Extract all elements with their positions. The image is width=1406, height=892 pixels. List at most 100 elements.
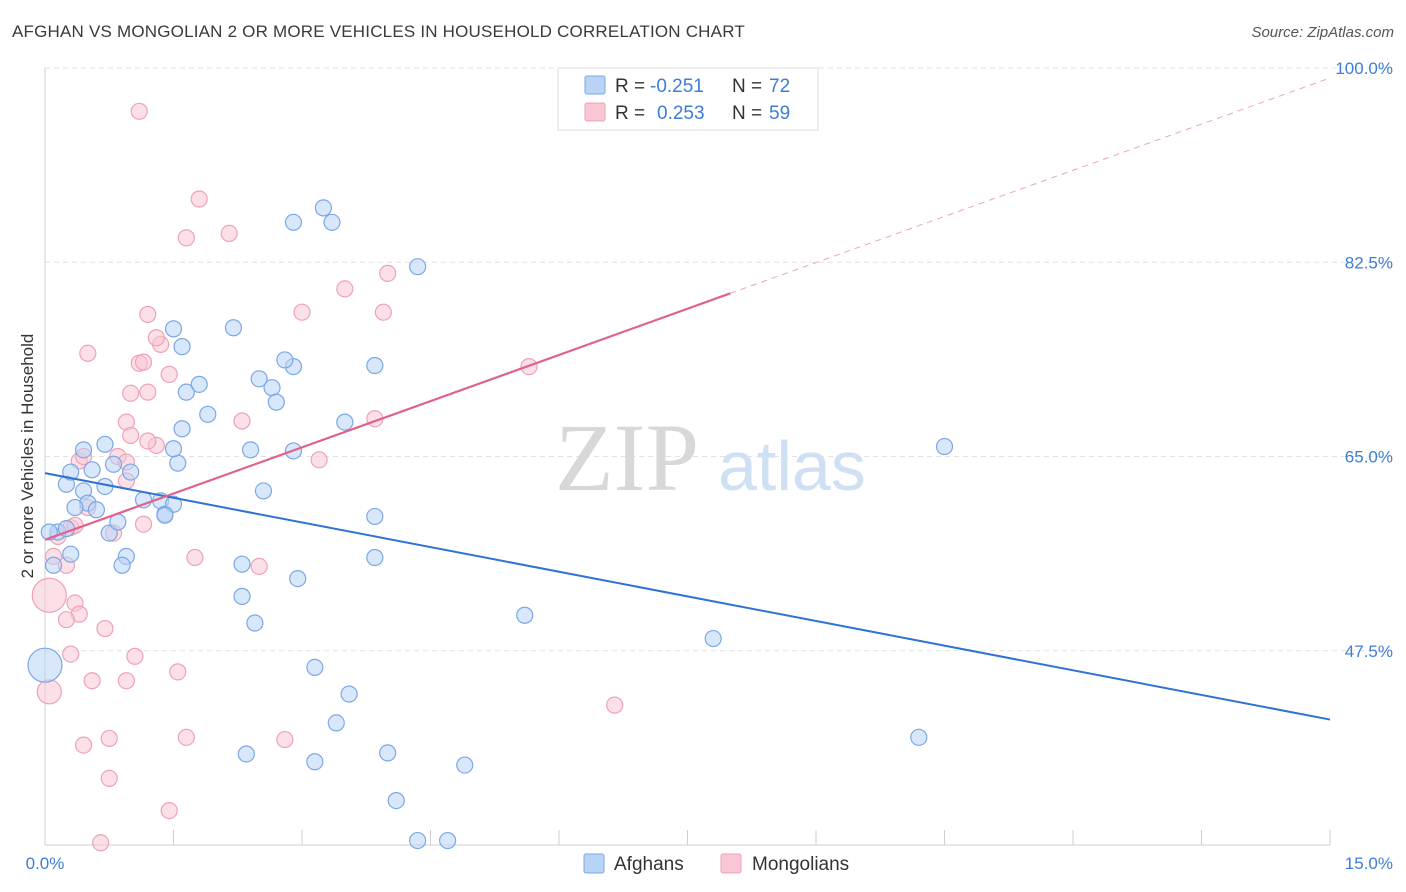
afghan-point (62, 545, 80, 563)
mongolian-point (186, 548, 204, 567)
afghan-point (62, 463, 80, 481)
afghan-point (314, 199, 333, 217)
chart-title: AFGHAN VS MONGOLIAN 2 OR MORE VEHICLES I… (12, 22, 745, 41)
x-tick-labels: 0.0% 15.0% (26, 854, 1393, 873)
afghan-point (323, 213, 341, 231)
afghan-point (366, 356, 384, 375)
afghan-point (190, 375, 208, 393)
y-tick-labels: 47.5% 65.0% 82.5% 100.0% (1335, 59, 1393, 661)
mongolian-point (134, 353, 153, 371)
afghan-point (199, 405, 217, 423)
y-tick-label: 82.5% (1345, 253, 1393, 272)
afghan-point (173, 338, 191, 356)
watermark-atlas: atlas (718, 427, 866, 505)
y-tick-label: 100.0% (1335, 59, 1393, 78)
mongolian-point (233, 412, 251, 430)
afghan-point (224, 319, 243, 337)
afghan-point (306, 658, 324, 677)
afghan-point (456, 756, 474, 774)
mongolian-point (57, 611, 76, 629)
afghan-point (910, 728, 928, 746)
mongolian-point (177, 728, 195, 746)
x-tick-label: 0.0% (26, 854, 65, 873)
afghan-point (237, 745, 255, 763)
mongolian-point (190, 190, 208, 208)
afghan-point (340, 685, 358, 703)
afghan-point (113, 556, 131, 574)
mongolian-point (147, 329, 165, 347)
mongolian-point (122, 426, 140, 445)
mongolian-point (122, 384, 140, 402)
afghan-point (169, 454, 187, 472)
afghan-point (439, 831, 457, 850)
mongolian-point (139, 383, 157, 401)
trend-lines (44, 77, 1331, 721)
afghan-point (233, 587, 251, 605)
mongolian-point (379, 264, 397, 282)
mongolian-point (220, 224, 238, 242)
watermark-zip: ZIP (555, 404, 699, 511)
legend-mongolians-swatch (720, 853, 742, 874)
mongolian-point (100, 769, 118, 788)
afghan-point (173, 420, 191, 438)
mongolian-point (83, 672, 101, 690)
mongolian-point (96, 619, 114, 638)
mongolian-point (310, 451, 328, 469)
mongolians-r-value: 0.253 (657, 103, 705, 124)
mongolian-point (160, 801, 178, 820)
mongolians-trend-line (44, 292, 731, 541)
afghan-point (409, 831, 427, 850)
afghan-point (233, 555, 251, 573)
afghan-point (276, 351, 294, 369)
stats-legend: R = -0.251 N = 72 R = 0.253 N = 59 (557, 67, 819, 131)
afghans-r-label: R = (615, 76, 645, 97)
y-tick-label: 65.0% (1345, 448, 1393, 467)
mongolian-point (276, 730, 294, 749)
mongolian-point (134, 515, 153, 533)
mongolians-r-label: R = (615, 103, 645, 124)
afghans-r-value: -0.251 (650, 76, 704, 97)
x-tick-label: 15.0% (1345, 854, 1393, 873)
source-label: Source: ZipAtlas.com (1251, 24, 1394, 41)
mongolian-point (139, 432, 157, 450)
mongolian-point (169, 663, 187, 681)
afghan-point (704, 629, 722, 648)
afghan-point (246, 614, 264, 632)
legend-afghans-swatch (583, 853, 605, 874)
afghan-point (164, 440, 183, 458)
afghan-point (96, 435, 114, 453)
afghan-point (122, 463, 140, 481)
mongolians-swatch (584, 102, 606, 122)
mongolian-point (36, 679, 62, 705)
afghan-point (935, 437, 954, 456)
afghan-point (242, 441, 260, 459)
afghan-point (66, 498, 84, 517)
mongolian-point (250, 557, 268, 575)
legend-mongolians-label: Mongolians (752, 854, 849, 875)
afghan-point (250, 370, 268, 388)
afghan-point (409, 258, 427, 276)
mongolian-point (160, 365, 178, 383)
afghan-point (27, 647, 63, 683)
afghan-point (387, 792, 405, 810)
afghan-point (336, 413, 354, 431)
mongolian-point (100, 729, 118, 748)
afghan-point (263, 379, 281, 397)
afghan-point (289, 570, 307, 588)
afghan-point (74, 441, 93, 459)
afghans-n-value: 72 (769, 76, 790, 97)
y-tick-label: 47.5% (1345, 642, 1393, 661)
mongolian-point (74, 736, 93, 754)
afghan-point (516, 606, 534, 624)
afghan-point (156, 506, 174, 524)
afghan-point (164, 320, 183, 338)
afghans-points (27, 199, 954, 850)
grid (45, 67, 1395, 652)
afghan-point (83, 461, 101, 479)
y-axis-label: 2 or more Vehicles in Household (18, 334, 37, 579)
afghans-swatch (584, 75, 606, 95)
series-legend: Afghans Mongolians (583, 853, 849, 875)
mongolian-point (79, 344, 97, 362)
afghan-point (327, 714, 345, 732)
